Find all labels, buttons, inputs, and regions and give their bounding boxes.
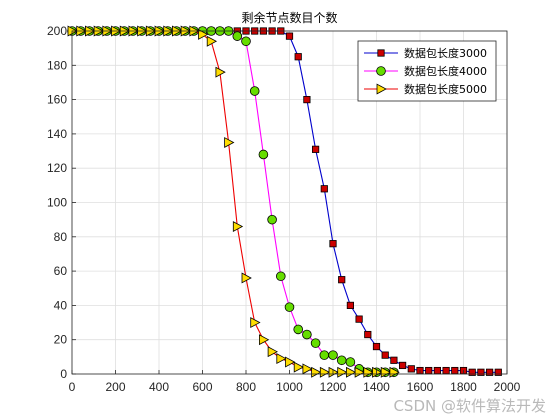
x-tick-label: 1200	[320, 380, 347, 394]
y-tick-label: 160	[47, 93, 67, 107]
legend-label: 数据包长度3000	[404, 46, 487, 60]
axis-ticks: 0 200 400 600 800 1000 1200 1400 1600 1800 2000 0 20…	[47, 24, 521, 394]
legend-label: 数据包长度4000	[404, 64, 487, 78]
data-point	[258, 149, 269, 160]
data-point	[336, 355, 347, 366]
data-point	[241, 36, 251, 47]
data-point	[198, 28, 209, 40]
data-point	[328, 350, 338, 360]
data-point	[293, 324, 304, 335]
data-point	[250, 317, 261, 329]
data-point	[311, 366, 322, 378]
data-point	[372, 342, 381, 351]
data-point	[477, 368, 485, 376]
y-tick-label: 60	[54, 264, 68, 278]
y-tick-label: 0	[60, 367, 67, 381]
data-point	[451, 366, 459, 375]
x-tick-label: 1000	[276, 380, 303, 394]
data-point	[232, 31, 243, 41]
x-tick-label: 200	[105, 380, 125, 394]
y-tick-label: 140	[47, 127, 67, 141]
x-tick-label: 0	[69, 380, 76, 394]
data-point	[345, 357, 356, 367]
data-point	[328, 366, 339, 378]
data-point	[285, 32, 294, 40]
data-point	[224, 137, 235, 148]
legend-marker	[376, 83, 387, 95]
y-tick-label: 200	[47, 24, 67, 38]
y-tick-label: 100	[47, 196, 67, 210]
data-point	[380, 366, 392, 378]
y-tick-label: 120	[47, 161, 67, 175]
data-point	[215, 66, 226, 78]
data-point	[241, 272, 252, 284]
y-tick-label: 180	[47, 58, 67, 72]
data-point	[381, 351, 389, 359]
data-point	[494, 368, 502, 376]
y-tick-label: 80	[54, 230, 68, 244]
data-point	[372, 366, 383, 378]
x-tick-label: 800	[236, 380, 256, 394]
data-point	[485, 368, 494, 376]
x-tick-label: 400	[149, 380, 169, 394]
data-point	[267, 346, 278, 358]
data-point	[302, 329, 312, 340]
data-point	[407, 365, 415, 373]
data-point	[425, 366, 433, 375]
data-point	[284, 302, 295, 312]
data-point	[442, 366, 450, 375]
data-point	[206, 35, 218, 47]
legend: 数据包长度3000 数据包长度4000 数据包长度5000	[357, 40, 497, 102]
data-point	[345, 366, 357, 378]
legend-label: 数据包长度5000	[404, 82, 487, 96]
data-point	[337, 366, 348, 378]
data-point	[319, 350, 330, 360]
y-tick-label: 20	[54, 333, 68, 347]
data-point	[389, 366, 400, 378]
data-point	[258, 334, 270, 346]
data-point	[390, 356, 398, 364]
data-point	[319, 366, 331, 378]
data-point	[303, 96, 311, 104]
data-point	[320, 185, 328, 193]
x-tick-label: 2000	[494, 380, 521, 394]
data-point	[364, 330, 372, 339]
watermark: CSDN @软件算法开发	[393, 397, 546, 415]
data-point	[276, 353, 287, 365]
data-point	[294, 53, 302, 61]
data-point	[329, 240, 337, 248]
data-point	[310, 338, 321, 348]
data-point	[398, 361, 407, 370]
data-point	[346, 301, 355, 310]
y-tick-label: 40	[54, 298, 68, 312]
data-point	[232, 221, 244, 232]
data-point	[355, 315, 363, 323]
x-tick-label: 600	[192, 380, 212, 394]
data-point	[363, 366, 374, 378]
data-point	[311, 145, 320, 153]
data-point	[302, 363, 313, 375]
legend-marker	[376, 66, 386, 76]
data-point	[354, 366, 365, 378]
chart-title: 剩余节点数目个数	[241, 10, 337, 25]
data-point	[468, 368, 476, 376]
data-point	[338, 276, 346, 284]
data-point	[433, 366, 442, 375]
data-point	[267, 214, 277, 225]
data-point	[249, 86, 260, 96]
data-point	[285, 356, 296, 368]
x-tick-label: 1600	[407, 380, 434, 394]
data-point	[275, 271, 286, 282]
x-tick-label: 1400	[363, 380, 390, 394]
legend-marker	[377, 49, 385, 57]
data-point	[293, 361, 305, 373]
x-tick-label: 1800	[450, 380, 477, 394]
